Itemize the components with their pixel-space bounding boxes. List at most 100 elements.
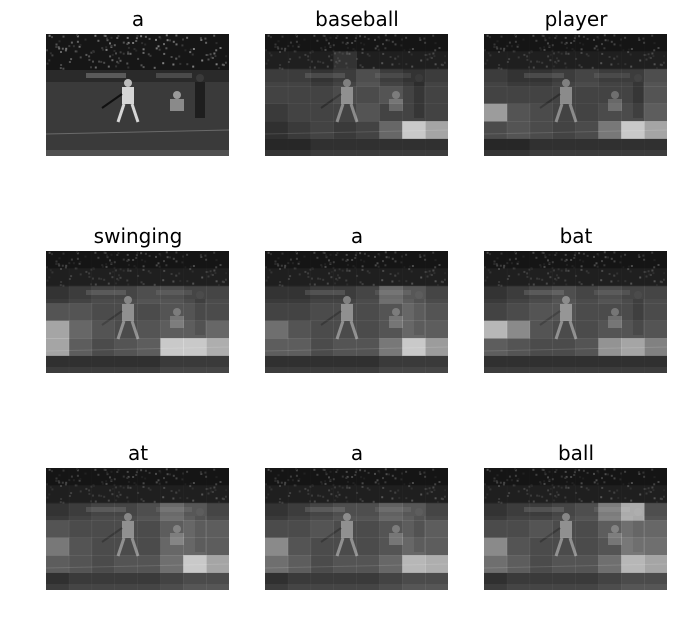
crowd-speck <box>106 473 109 476</box>
crowd-speck <box>444 489 447 492</box>
crowd-speck <box>354 49 357 52</box>
crowd-speck <box>385 39 388 42</box>
crowd-speck <box>149 54 152 57</box>
crowd-speck <box>394 34 397 37</box>
crowd-speck <box>205 258 208 261</box>
crowd-speck <box>214 489 217 492</box>
crowd-speck <box>363 35 366 38</box>
attention-cell <box>484 468 508 486</box>
attention-cell <box>575 103 599 122</box>
crowd-speck <box>508 275 511 278</box>
crowd-speck <box>335 471 338 473</box>
batter-leg <box>130 103 140 123</box>
crowd-speck <box>126 36 129 39</box>
crowd-speck <box>638 39 641 41</box>
crowd-speck <box>539 264 542 267</box>
crowd-speck <box>320 48 323 51</box>
crowd-speck <box>74 50 77 53</box>
crowd-speck <box>596 470 599 473</box>
umpire-head <box>196 74 204 82</box>
crowd-speck <box>336 252 339 255</box>
crowd-speck <box>591 500 594 503</box>
crowd-speck <box>403 49 406 52</box>
crowd-speck <box>659 497 662 500</box>
attention-cell <box>287 303 312 322</box>
crowd-speck <box>76 474 79 477</box>
crowd-speck <box>400 478 403 481</box>
attention-cell <box>183 338 207 356</box>
attention-cell <box>598 34 622 52</box>
crowd-speck <box>657 481 660 483</box>
crowd-speck <box>587 271 590 274</box>
catcher-body <box>389 316 403 328</box>
crowd-speck <box>595 45 598 48</box>
crowd-speck <box>62 67 65 70</box>
attention-cell <box>621 68 645 87</box>
crowd-speck <box>110 36 113 39</box>
attention-cell <box>310 338 334 356</box>
crowd-speck <box>408 51 411 54</box>
crowd-speck <box>424 488 427 490</box>
crowd-speck <box>101 48 104 51</box>
crowd-speck <box>281 35 284 38</box>
crowd-speck <box>51 36 53 39</box>
attention-cell <box>575 572 599 590</box>
crowd-speck <box>506 262 509 265</box>
crowd-speck <box>363 469 366 472</box>
catcher-head <box>611 308 619 316</box>
crowd-speck <box>648 56 651 59</box>
crowd-speck <box>205 271 208 273</box>
crowd-speck <box>548 261 551 264</box>
crowd-speck <box>443 61 446 64</box>
crowd-speck <box>543 46 546 49</box>
attention-cell <box>183 355 207 373</box>
wall-sign <box>156 290 192 295</box>
attention-cell <box>114 555 138 573</box>
crowd-speck <box>165 47 168 50</box>
crowd-speck <box>311 484 314 487</box>
crowd-speck <box>57 480 60 483</box>
crowd-speck <box>122 486 125 489</box>
catcher-body <box>608 316 622 328</box>
crowd-speck <box>115 486 117 489</box>
crowd-speck <box>111 276 114 279</box>
attention-cell <box>379 68 403 87</box>
crowd-speck <box>94 500 97 503</box>
crowd-speck <box>655 67 658 69</box>
attention-cell <box>68 285 93 304</box>
crowd-speck <box>68 61 71 63</box>
crowd-speck <box>580 265 583 268</box>
crowd-speck <box>551 478 554 481</box>
crowd-speck <box>324 48 327 51</box>
attention-cell <box>68 320 93 339</box>
crowd-speck <box>578 498 581 501</box>
crowd-speck <box>175 477 178 480</box>
crowd-speck <box>140 35 143 38</box>
crowd-speck <box>115 282 118 285</box>
wall-sign <box>305 507 345 512</box>
panel-word: swinging <box>93 224 183 248</box>
attention-cell <box>137 520 161 539</box>
attention-cell <box>46 338 70 356</box>
attention-cell <box>575 320 599 339</box>
wall-sign <box>156 73 192 78</box>
crowd-speck <box>65 264 68 267</box>
attention-cell <box>552 138 576 156</box>
attention-cell <box>310 34 334 52</box>
crowd-speck <box>574 252 577 254</box>
crowd-speck <box>169 473 171 476</box>
attention-cell <box>287 537 312 556</box>
crowd-speck <box>547 489 550 492</box>
attention-cell <box>265 34 289 52</box>
crowd-speck <box>79 273 82 276</box>
crowd-speck <box>213 251 216 254</box>
attention-cell <box>137 502 161 521</box>
crowd-speck <box>514 469 517 472</box>
attention-cell <box>265 51 289 70</box>
attention-cell <box>598 320 622 339</box>
attention-cell <box>552 468 576 486</box>
crowd-speck <box>225 55 228 58</box>
wall-sign <box>524 507 564 512</box>
attention-grid <box>484 468 667 590</box>
crowd-speck <box>109 42 111 45</box>
